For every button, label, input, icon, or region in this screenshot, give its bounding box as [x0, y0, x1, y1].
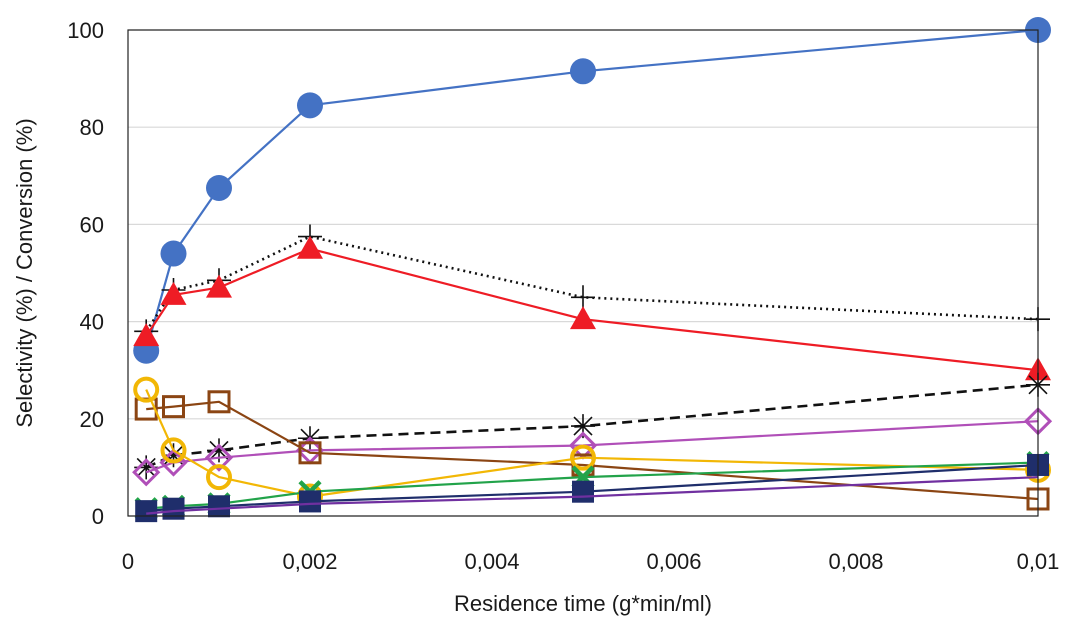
data-point: [160, 437, 187, 464]
series-line: [146, 476, 1039, 515]
data-point: [298, 441, 322, 465]
y-tick-label: 60: [80, 212, 104, 237]
data-point: [161, 443, 186, 468]
x-tick-label: 0: [122, 549, 134, 574]
data-point: [204, 443, 234, 472]
series-line: [146, 400, 1039, 501]
data-point: [132, 458, 161, 487]
data-point: [162, 395, 185, 419]
data-point: [133, 376, 160, 403]
series-line: [145, 420, 1039, 474]
data-point: [206, 464, 232, 491]
data-point: [134, 455, 159, 480]
series-line: [145, 383, 1039, 469]
plot-area-frame: [127, 29, 1039, 517]
series-0: [133, 17, 1051, 364]
data-point: [297, 235, 323, 259]
y-tick-label: 40: [80, 310, 104, 335]
data-point: [570, 58, 596, 85]
data-point: [572, 480, 594, 503]
x-axis-tick-labels: 0 0,002 0,004 0,006 0,008 0,01: [122, 549, 1060, 574]
data-point: [207, 438, 231, 463]
data-point: [206, 274, 232, 298]
data-point: [135, 500, 158, 523]
data-point: [208, 495, 230, 518]
data-point: [162, 497, 185, 520]
series-2: [133, 235, 1051, 381]
data-point: [297, 92, 323, 119]
x-axis-title: Residence time (g*min/ml): [454, 591, 712, 616]
x-tick-label: 0,008: [828, 549, 883, 574]
series-line: [145, 247, 1039, 372]
y-axis-title: Selectivity (%) / Conversion (%): [12, 118, 37, 427]
data-point: [160, 281, 187, 305]
data-point: [571, 414, 595, 439]
data-point: [570, 444, 596, 471]
data-point: [160, 240, 187, 267]
y-tick-label: 80: [80, 115, 104, 140]
x-tick-label: 0,002: [282, 549, 337, 574]
data-point: [206, 174, 232, 201]
data-point: [207, 390, 231, 414]
data-point: [571, 285, 595, 310]
series-8: [135, 453, 1049, 523]
y-axis-tick-labels: 0 20 40 60 80 100: [67, 18, 104, 529]
y-tick-label: 100: [67, 18, 104, 43]
series-line: [145, 28, 1039, 352]
x-tick-label: 0,004: [464, 549, 519, 574]
series-line: [145, 235, 1039, 333]
data-point: [570, 306, 596, 330]
x-tick-label: 0,01: [1017, 549, 1060, 574]
series-9: [146, 476, 1039, 515]
series-layer: [132, 17, 1053, 523]
y-tick-label: 20: [80, 407, 104, 432]
data-point: [299, 490, 321, 513]
y-tick-label: 0: [92, 504, 104, 529]
x-tick-label: 0,006: [646, 549, 701, 574]
data-point: [133, 323, 160, 347]
